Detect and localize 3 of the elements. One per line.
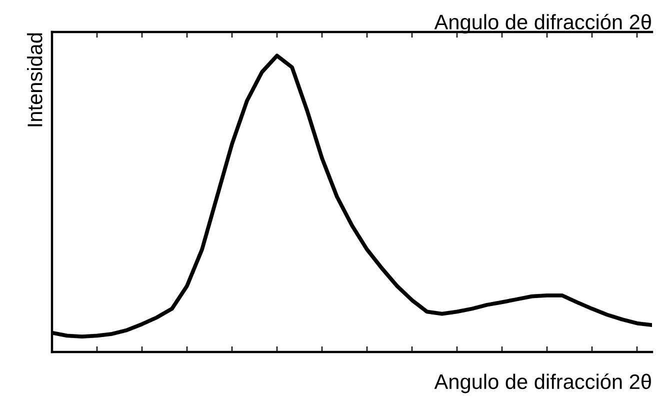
y-axis-title: Intensidad <box>27 33 42 126</box>
x-axis-title: Angulo de difracción 2θ <box>434 374 651 394</box>
x2-axis-title: Angulo de difracción 2θ <box>434 14 651 34</box>
